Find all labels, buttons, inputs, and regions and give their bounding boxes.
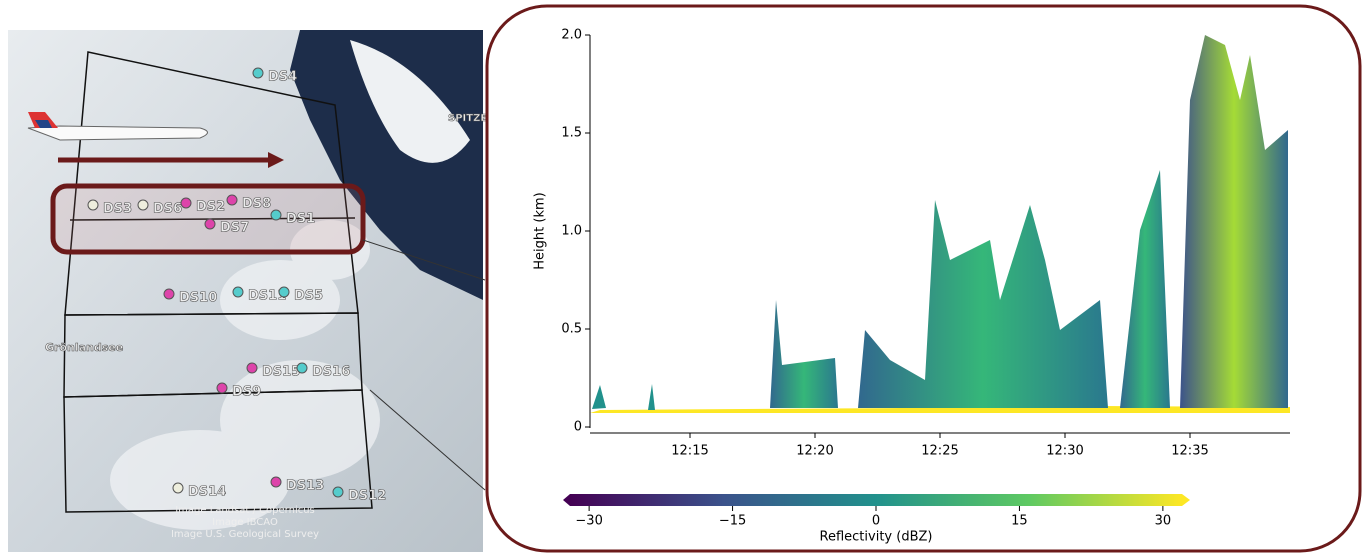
credit-text: Image IBCAO: [212, 517, 278, 528]
station-pin: [227, 195, 237, 205]
station-pin: [173, 483, 183, 493]
station-label: DS4: [268, 70, 297, 85]
station-pin: [253, 68, 263, 78]
y-tick-label: 2.0: [561, 28, 582, 43]
y-tick-label: 1.0: [561, 224, 582, 239]
y-tick-label: 0: [574, 420, 582, 435]
station-label: DS16: [312, 365, 350, 380]
station-pin: [88, 200, 98, 210]
station-pin: [279, 287, 289, 297]
station-pin: [217, 383, 227, 393]
colorbar-tick-label: 30: [1155, 514, 1172, 529]
credit-text: Image Landsat / Copernicus: [175, 505, 315, 516]
station-label: DS2: [196, 200, 225, 215]
station-pin: [205, 219, 215, 229]
colorbar-tick-label: 0: [872, 514, 880, 529]
x-tick-label: 12:20: [796, 444, 833, 459]
credit-text: Image U.S. Geological Survey: [171, 529, 319, 540]
figure: DS4DS3DS6DS2DS8DS7DS1DS10DS11DS5DS15DS16…: [0, 0, 1369, 555]
y-tick-label: 0.5: [561, 322, 582, 337]
colorbar-tick-label: −30: [575, 514, 602, 529]
x-tick-label: 12:15: [671, 444, 708, 459]
station-label: DS12: [348, 489, 386, 504]
station-pin: [271, 477, 281, 487]
place-label: Grönlandsee: [45, 341, 123, 354]
station-label: DS10: [179, 291, 217, 306]
station-label: DS14: [188, 485, 226, 500]
station-pin: [181, 198, 191, 208]
colorbar-label: Reflectivity (dBZ): [820, 530, 933, 545]
station-label: DS13: [286, 479, 324, 494]
corner-label: SPITZE: [448, 113, 487, 124]
station-pin: [333, 487, 343, 497]
colorbar-tick-label: 15: [1011, 514, 1028, 529]
x-tick-label: 12:35: [1171, 444, 1208, 459]
station-pin: [164, 289, 174, 299]
colorbar-tick-label: −15: [719, 514, 746, 529]
station-label: DS15: [262, 365, 300, 380]
station-pin: [247, 363, 257, 373]
station-label: DS5: [294, 289, 323, 304]
station-label: DS1: [286, 212, 315, 227]
colorbar: [570, 494, 1182, 506]
station-label: DS6: [153, 202, 182, 217]
x-tick-label: 12:25: [921, 444, 958, 459]
station-pin: [138, 200, 148, 210]
station-pin: [271, 210, 281, 220]
station-label: DS7: [220, 221, 249, 236]
y-tick-label: 1.5: [561, 126, 582, 141]
x-tick-label: 12:30: [1046, 444, 1083, 459]
station-label: DS9: [232, 385, 261, 400]
station-pin: [233, 287, 243, 297]
station-label: DS8: [242, 197, 271, 212]
y-axis-label: Height (km): [533, 192, 548, 269]
station-pin: [297, 363, 307, 373]
station-label: DS3: [103, 202, 132, 217]
